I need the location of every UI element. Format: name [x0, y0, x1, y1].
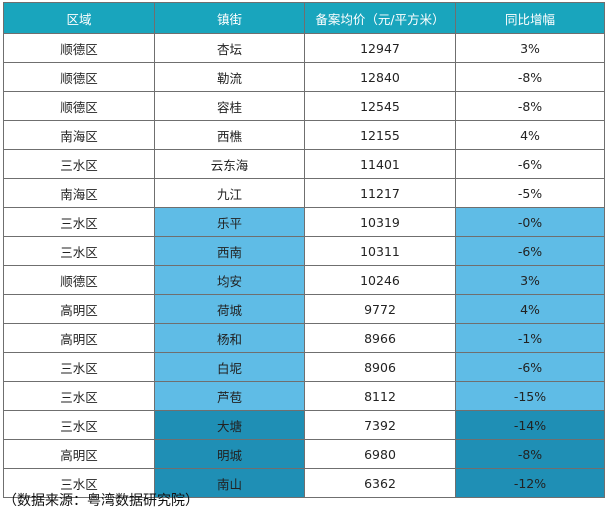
- cell-town: 荷城: [154, 294, 305, 324]
- header-row: 区域 镇街 备案均价（元/平方米） 同比增幅: [3, 2, 605, 34]
- cell-growth: 4%: [455, 294, 605, 324]
- table-row: 顺德区 勒流 12840 -8%: [3, 62, 605, 92]
- cell-price: 12545: [304, 91, 456, 121]
- cell-town: 九江: [154, 178, 305, 208]
- cell-town: 云东海: [154, 149, 305, 179]
- cell-growth: -6%: [455, 236, 605, 266]
- cell-growth: -5%: [455, 178, 605, 208]
- table-row: 南海区 九江 11217 -5%: [3, 178, 605, 208]
- cell-town: 杏坛: [154, 33, 305, 63]
- table-row: 三水区 乐平 10319 -0%: [3, 207, 605, 237]
- table-row: 顺德区 均安 10246 3%: [3, 265, 605, 295]
- cell-growth: -15%: [455, 381, 605, 411]
- table-row: 南海区 西樵 12155 4%: [3, 120, 605, 150]
- cell-price: 12840: [304, 62, 456, 92]
- table-row: 高明区 荷城 9772 4%: [3, 294, 605, 324]
- table-row: 高明区 杨和 8966 -1%: [3, 323, 605, 353]
- table-body: 顺德区 杏坛 12947 3% 顺德区 勒流 12840 -8% 顺德区 容桂 12545 -8% 南海…: [3, 33, 605, 498]
- cell-district: 高明区: [3, 323, 155, 353]
- cell-district: 三水区: [3, 381, 155, 411]
- cell-district: 南海区: [3, 120, 155, 150]
- cell-town: 乐平: [154, 207, 305, 237]
- cell-town: 白坭: [154, 352, 305, 382]
- header-growth: 同比增幅: [455, 2, 605, 34]
- cell-price: 12155: [304, 120, 456, 150]
- cell-town: 西南: [154, 236, 305, 266]
- cell-district: 顺德区: [3, 91, 155, 121]
- table-row: 三水区 云东海 11401 -6%: [3, 149, 605, 179]
- cell-district: 顺德区: [3, 33, 155, 63]
- cell-growth: -6%: [455, 352, 605, 382]
- cell-price: 9772: [304, 294, 456, 324]
- cell-price: 10319: [304, 207, 456, 237]
- cell-district: 三水区: [3, 468, 155, 498]
- cell-district: 三水区: [3, 236, 155, 266]
- cell-price: 10311: [304, 236, 456, 266]
- cell-price: 11217: [304, 178, 456, 208]
- header-town: 镇街: [154, 2, 305, 34]
- cell-price: 8966: [304, 323, 456, 353]
- cell-town: 杨和: [154, 323, 305, 353]
- cell-growth: -14%: [455, 410, 605, 440]
- cell-growth: 4%: [455, 120, 605, 150]
- cell-district: 顺德区: [3, 62, 155, 92]
- cell-district: 高明区: [3, 294, 155, 324]
- cell-price: 8906: [304, 352, 456, 382]
- cell-district: 三水区: [3, 149, 155, 179]
- cell-growth: 3%: [455, 265, 605, 295]
- cell-growth: -8%: [455, 91, 605, 121]
- price-table: 区域 镇街 备案均价（元/平方米） 同比增幅 顺德区 杏坛 12947 3% 顺德区 勒流…: [3, 2, 605, 498]
- cell-district: 高明区: [3, 439, 155, 469]
- table-row: 三水区 白坭 8906 -6%: [3, 352, 605, 382]
- cell-district: 三水区: [3, 352, 155, 382]
- header-district: 区域: [3, 2, 155, 34]
- cell-growth: -8%: [455, 439, 605, 469]
- table-row: 三水区 西南 10311 -6%: [3, 236, 605, 266]
- cell-town: 勒流: [154, 62, 305, 92]
- table-row: 顺德区 容桂 12545 -8%: [3, 91, 605, 121]
- cell-town: 均安: [154, 265, 305, 295]
- cell-growth: -0%: [455, 207, 605, 237]
- cell-price: 12947: [304, 33, 456, 63]
- table-row: 三水区 南山 6362 -12%: [3, 468, 605, 498]
- cell-district: 三水区: [3, 410, 155, 440]
- cell-district: 南海区: [3, 178, 155, 208]
- cell-price: 10246: [304, 265, 456, 295]
- cell-district: 三水区: [3, 207, 155, 237]
- cell-growth: 3%: [455, 33, 605, 63]
- cell-price: 8112: [304, 381, 456, 411]
- cell-price: 6980: [304, 439, 456, 469]
- source-note: （数据来源：粤湾数据研究院）: [3, 493, 199, 509]
- cell-growth: -12%: [455, 468, 605, 498]
- cell-growth: -8%: [455, 62, 605, 92]
- table-row: 三水区 大塘 7392 -14%: [3, 410, 605, 440]
- cell-town: 芦苞: [154, 381, 305, 411]
- cell-price: 7392: [304, 410, 456, 440]
- cell-town: 西樵: [154, 120, 305, 150]
- cell-district: 顺德区: [3, 265, 155, 295]
- table-header: 区域 镇街 备案均价（元/平方米） 同比增幅: [3, 2, 605, 34]
- cell-town: 大塘: [154, 410, 305, 440]
- cell-price: 6362: [304, 468, 456, 498]
- table-row: 顺德区 杏坛 12947 3%: [3, 33, 605, 63]
- cell-growth: -1%: [455, 323, 605, 353]
- table-row: 三水区 芦苞 8112 -15%: [3, 381, 605, 411]
- cell-price: 11401: [304, 149, 456, 179]
- cell-town: 容桂: [154, 91, 305, 121]
- header-price: 备案均价（元/平方米）: [304, 2, 456, 34]
- table-row: 高明区 明城 6980 -8%: [3, 439, 605, 469]
- cell-growth: -6%: [455, 149, 605, 179]
- cell-town: 明城: [154, 439, 305, 469]
